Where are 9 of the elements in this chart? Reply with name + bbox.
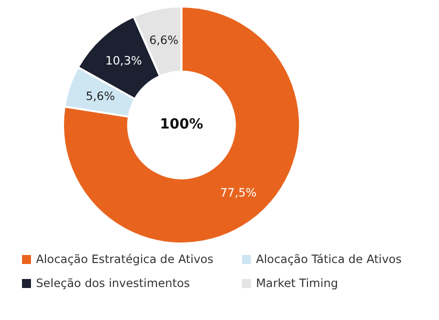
legend-label: Seleção dos investimentos [36,276,190,290]
text: 100% [160,116,204,133]
data-label: 10,3% [105,53,142,68]
data-label: 77,5% [220,186,257,200]
data-label: 6,6% [149,32,178,47]
legend-label: Alocação Estratégica de Ativos [36,252,214,266]
legend-label: Alocação Tática de Ativos [256,252,402,266]
data-label: 5,6% [86,88,115,103]
legend-label: Market Timing [256,276,338,290]
